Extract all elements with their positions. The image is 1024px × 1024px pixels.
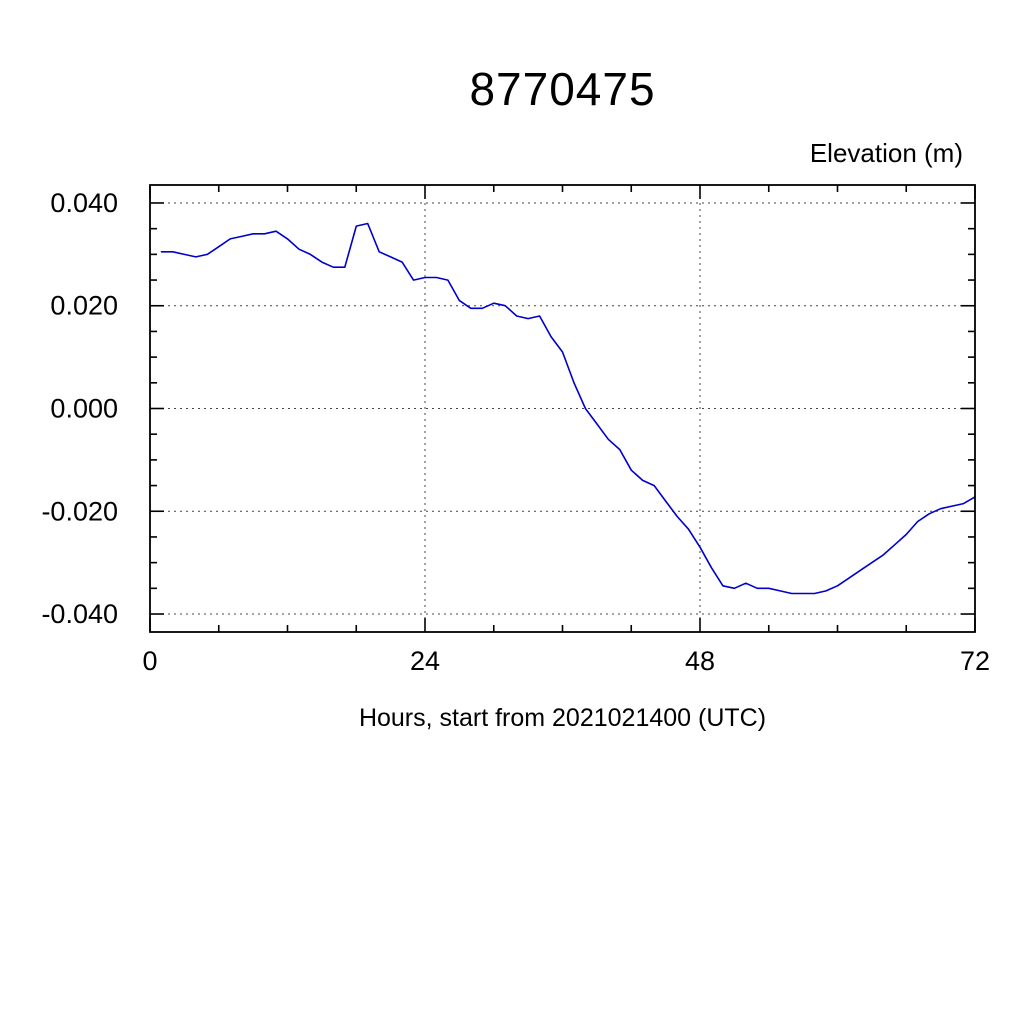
y-axis-unit-label: Elevation (m) (809, 138, 963, 168)
y-tick-label: 0.000 (50, 394, 118, 424)
x-tick-label: 72 (960, 646, 990, 676)
y-tick-label: -0.020 (41, 496, 118, 526)
y-tick-label: 0.040 (50, 188, 118, 218)
x-axis-label: Hours, start from 2021021400 (UTC) (358, 704, 767, 732)
y-tick-label: -0.040 (41, 599, 118, 629)
plot-border (149, 184, 976, 633)
y-tick-label: 0.020 (50, 291, 118, 321)
elevation-line-series (160, 222, 976, 595)
x-tick-label: 48 (685, 646, 715, 676)
chart-title: 8770475 (469, 63, 656, 115)
x-tick-label: 0 (142, 646, 157, 676)
x-tick-label: 24 (410, 646, 440, 676)
